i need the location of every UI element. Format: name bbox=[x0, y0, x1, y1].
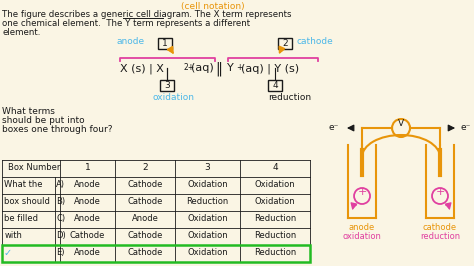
Text: be filled: be filled bbox=[4, 214, 38, 223]
Text: Cathode: Cathode bbox=[128, 231, 163, 240]
Text: reduction: reduction bbox=[268, 93, 311, 102]
Text: V: V bbox=[398, 119, 404, 128]
Text: anode: anode bbox=[349, 223, 375, 232]
Text: ‖: ‖ bbox=[215, 62, 222, 77]
Text: Cathode: Cathode bbox=[70, 231, 105, 240]
Text: reduction: reduction bbox=[420, 232, 460, 241]
FancyBboxPatch shape bbox=[158, 38, 172, 49]
Bar bbox=[2, 245, 310, 262]
Text: +: + bbox=[435, 187, 445, 197]
Text: (aq): (aq) bbox=[191, 63, 214, 73]
Text: The figure describes a generic cell diagram. The X term represents: The figure describes a generic cell diag… bbox=[2, 10, 292, 19]
Text: Oxidation: Oxidation bbox=[255, 180, 295, 189]
Text: Oxidation: Oxidation bbox=[187, 214, 228, 223]
Text: E): E) bbox=[56, 248, 64, 257]
Text: 3: 3 bbox=[205, 163, 210, 172]
Text: Anode: Anode bbox=[74, 214, 101, 223]
Text: C): C) bbox=[56, 214, 65, 223]
Text: cathode: cathode bbox=[423, 223, 457, 232]
Text: (cell notation): (cell notation) bbox=[182, 2, 245, 11]
Text: What terms: What terms bbox=[2, 107, 55, 116]
Text: Reduction: Reduction bbox=[254, 231, 296, 240]
Text: B): B) bbox=[56, 197, 65, 206]
Text: ✓: ✓ bbox=[3, 248, 11, 258]
Text: Reduction: Reduction bbox=[254, 214, 296, 223]
Text: (aq) | Y (s): (aq) | Y (s) bbox=[241, 63, 299, 73]
Text: 1: 1 bbox=[162, 39, 168, 48]
Text: A): A) bbox=[56, 180, 65, 189]
Text: cathode: cathode bbox=[296, 37, 333, 46]
Text: Box Number: Box Number bbox=[8, 163, 60, 172]
Text: Reduction: Reduction bbox=[254, 248, 296, 257]
FancyBboxPatch shape bbox=[278, 38, 292, 49]
Text: 4: 4 bbox=[272, 163, 278, 172]
Text: 1: 1 bbox=[85, 163, 91, 172]
Text: oxidation: oxidation bbox=[152, 93, 194, 102]
FancyBboxPatch shape bbox=[160, 80, 174, 91]
Text: Oxidation: Oxidation bbox=[255, 197, 295, 206]
Text: Cathode: Cathode bbox=[128, 197, 163, 206]
Text: anode: anode bbox=[116, 37, 144, 46]
FancyBboxPatch shape bbox=[268, 80, 282, 91]
Text: Cathode: Cathode bbox=[128, 180, 163, 189]
Text: X (s) | X: X (s) | X bbox=[120, 63, 164, 73]
Text: 2: 2 bbox=[142, 163, 148, 172]
Text: +: + bbox=[357, 187, 367, 197]
Text: Cathode: Cathode bbox=[128, 248, 163, 257]
Text: Oxidation: Oxidation bbox=[187, 248, 228, 257]
Text: one chemical element.  The Y term represents a different: one chemical element. The Y term represe… bbox=[2, 19, 250, 28]
Text: 2+: 2+ bbox=[183, 63, 194, 72]
Text: Anode: Anode bbox=[132, 214, 159, 223]
Text: Reduction: Reduction bbox=[186, 197, 229, 206]
Text: should be put into: should be put into bbox=[2, 116, 85, 125]
Text: e⁻: e⁻ bbox=[461, 123, 471, 132]
Text: boxes one through four?: boxes one through four? bbox=[2, 125, 113, 134]
Text: +: + bbox=[236, 63, 243, 72]
Text: 3: 3 bbox=[164, 81, 170, 89]
Text: What the: What the bbox=[4, 180, 43, 189]
Text: element.: element. bbox=[2, 28, 41, 37]
Text: 4: 4 bbox=[272, 81, 278, 89]
Text: Oxidation: Oxidation bbox=[187, 180, 228, 189]
Text: Anode: Anode bbox=[74, 180, 101, 189]
Text: 2: 2 bbox=[283, 39, 288, 48]
Text: box should: box should bbox=[4, 197, 50, 206]
Text: e⁻: e⁻ bbox=[329, 123, 339, 132]
Text: oxidation: oxidation bbox=[343, 232, 382, 241]
Text: Oxidation: Oxidation bbox=[187, 231, 228, 240]
Text: Y: Y bbox=[227, 63, 234, 73]
Text: with: with bbox=[4, 231, 22, 240]
Text: D): D) bbox=[56, 231, 66, 240]
Text: Anode: Anode bbox=[74, 197, 101, 206]
Text: Anode: Anode bbox=[74, 248, 101, 257]
